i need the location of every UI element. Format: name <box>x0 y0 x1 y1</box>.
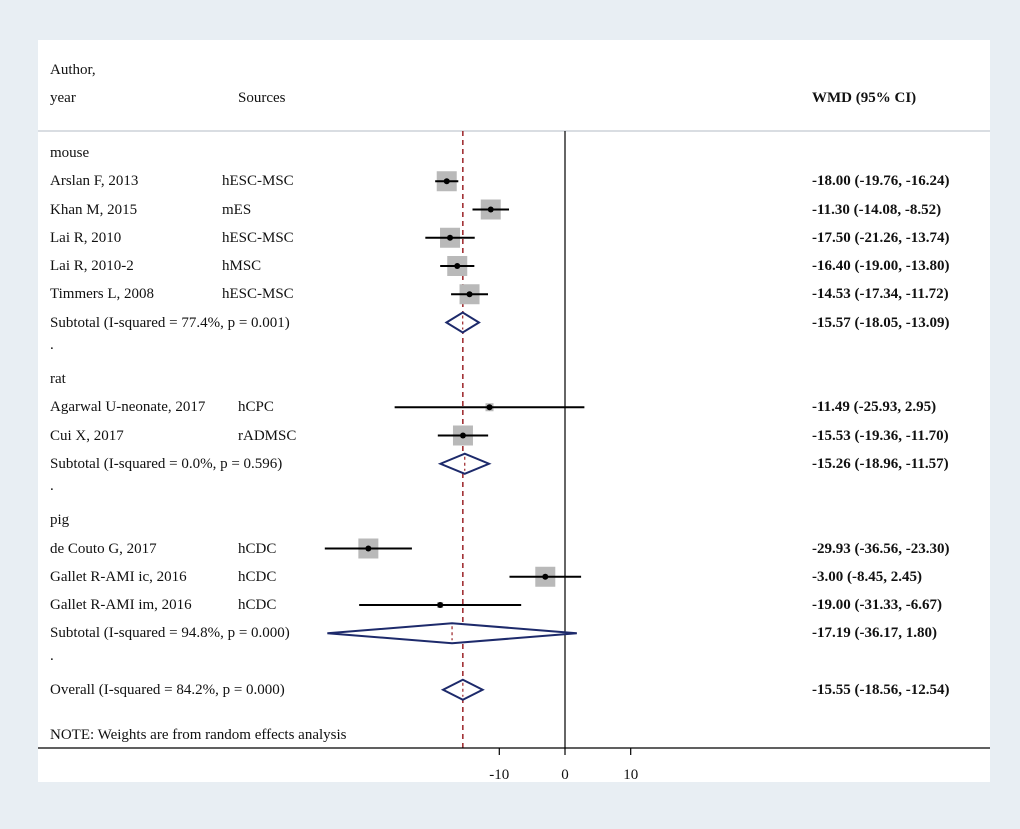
study-source: hCDC <box>238 597 277 613</box>
subtotal-wmd: -17.19 (-36.17, 1.80) <box>812 625 937 642</box>
study-label: Lai R, 2010-2 <box>50 258 134 274</box>
point-estimate <box>454 263 461 269</box>
point-estimate <box>487 206 494 213</box>
study-wmd: -29.93 (-36.56, -23.30) <box>812 540 950 557</box>
study-label: Lai R, 2010 <box>50 229 122 246</box>
study-wmd: -11.30 (-14.08, -8.52) <box>812 201 942 218</box>
study-wmd: -19.00 (-31.33, -6.67) <box>812 597 942 613</box>
group-label: pig <box>50 512 70 529</box>
subtotal-label: Subtotal (I-squared = 77.4%, p = 0.001) <box>50 314 290 331</box>
group-separator: . <box>50 478 54 494</box>
header-author: Author, <box>50 62 96 78</box>
study-label: Gallet R-AMI im, 2016 <box>50 597 192 613</box>
point-estimate <box>542 573 549 580</box>
study-wmd: -15.53 (-19.36, -11.70) <box>812 427 949 444</box>
overall-label: Overall (I-squared = 84.2%, p = 0.000) <box>50 681 285 698</box>
overall-wmd: -15.55 (-18.56, -12.54) <box>812 681 950 698</box>
point-estimate <box>459 432 466 439</box>
subtotal-label: Subtotal (I-squared = 0.0%, p = 0.596) <box>50 455 283 472</box>
x-tick-label: 10 <box>623 767 639 783</box>
study-wmd: -3.00 (-8.45, 2.45) <box>812 568 922 585</box>
study-source: hESC-MSC <box>222 229 294 246</box>
study-wmd: -14.53 (-17.34, -11.72) <box>812 286 949 303</box>
point-estimate <box>486 404 493 411</box>
subtotal-label: Subtotal (I-squared = 94.8%, p = 0.000) <box>50 625 290 642</box>
header-wmd: WMD (95% CI) <box>812 90 917 106</box>
point-estimate <box>466 291 473 298</box>
study-source: hCDC <box>238 568 277 585</box>
plot-panel <box>38 40 990 782</box>
point-estimate <box>437 602 444 608</box>
study-wmd: -16.40 (-19.00, -13.80) <box>812 258 950 274</box>
header-year: year <box>50 90 76 106</box>
subtotal-wmd: -15.57 (-18.05, -13.09) <box>812 314 950 331</box>
study-wmd: -11.49 (-25.93, 2.95) <box>812 399 937 416</box>
study-source: mES <box>222 201 252 218</box>
study-source: hESC-MSC <box>222 173 294 190</box>
group-label: rat <box>50 371 66 387</box>
group-label: mouse <box>50 145 90 161</box>
study-label: de Couto G, 2017 <box>50 540 157 557</box>
point-estimate <box>365 545 372 552</box>
x-tick-label: 0 <box>561 767 569 783</box>
point-estimate <box>447 234 454 241</box>
study-label: Gallet R-AMI ic, 2016 <box>50 568 187 585</box>
group-separator: . <box>50 336 54 353</box>
study-wmd: -17.50 (-21.26, -13.74) <box>812 229 950 246</box>
study-wmd: -18.00 (-19.76, -16.24) <box>812 173 950 190</box>
header-sources: Sources <box>238 90 286 106</box>
study-label: Timmers L, 2008 <box>50 286 155 303</box>
study-source: hCPC <box>238 399 274 416</box>
group-separator: . <box>50 647 54 664</box>
study-label: Agarwal U-neonate, 2017 <box>50 399 206 416</box>
point-estimate <box>443 178 450 185</box>
weights-note: NOTE: Weights are from random effects an… <box>50 727 347 743</box>
study-label: Cui X, 2017 <box>50 427 124 444</box>
study-source: hCDC <box>238 540 277 557</box>
study-source: rADMSC <box>238 427 297 444</box>
subtotal-wmd: -15.26 (-18.96, -11.57) <box>812 455 949 472</box>
study-label: Arslan F, 2013 <box>50 173 139 190</box>
study-source: hMSC <box>222 258 262 274</box>
x-tick-label: -10 <box>489 767 510 783</box>
study-label: Khan M, 2015 <box>50 201 138 218</box>
study-source: hESC-MSC <box>222 286 294 303</box>
